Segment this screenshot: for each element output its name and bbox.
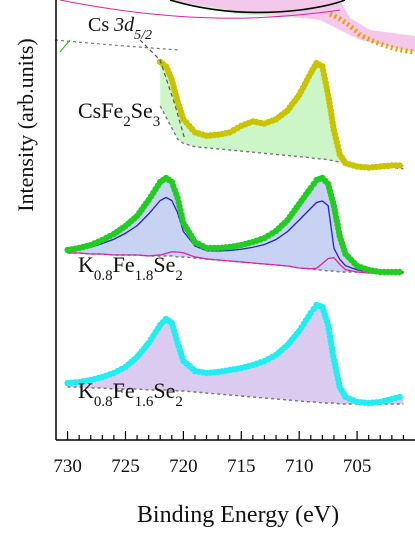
- plot-frame: [55, 0, 415, 441]
- series-1: [64, 174, 404, 276]
- series-label-part: 3: [153, 114, 161, 130]
- x-tick-label: 720: [169, 456, 198, 477]
- series-label-part: K: [78, 378, 94, 403]
- series-0: [64, 301, 404, 407]
- series-label: K0.8Fe1.8Se2: [78, 252, 183, 284]
- component-magenta-curve: [67, 251, 404, 274]
- top-strip-tail-dashed: [139, 39, 186, 141]
- spectra-layer: [64, 58, 404, 407]
- series-label-part: 2: [175, 268, 183, 284]
- series-label-part: 0.8: [94, 394, 113, 410]
- top-spectrum-strip: [54, 0, 415, 141]
- series-label: K0.8Fe1.6Se2: [78, 378, 183, 410]
- series-label-part: Se: [131, 98, 153, 123]
- series-label-part: K: [78, 252, 94, 277]
- data-point: [396, 162, 403, 169]
- top-strip-fit-curve: [169, 0, 346, 14]
- series-label: CsFe2Se3: [78, 98, 160, 130]
- x-tick-label: 725: [111, 456, 140, 477]
- annot-part: Cs: [88, 14, 114, 36]
- series-label-part: Fe: [113, 378, 135, 403]
- series-2: [157, 58, 404, 171]
- cs-3d-annotation: Cs 3d5/2: [88, 14, 152, 43]
- series-label-part: 2: [123, 114, 131, 130]
- data-point: [396, 393, 403, 401]
- series-label-part: Se: [153, 378, 175, 403]
- y-axis-label: Intensity (arb.units): [13, 38, 38, 212]
- series-label-part: 1.6: [135, 394, 154, 410]
- series-background-line: [67, 386, 404, 405]
- series-label-part: Se: [153, 252, 175, 277]
- x-ticks: 730 725 720 715 710 705: [53, 431, 405, 477]
- data-point: [396, 268, 403, 276]
- series-label-part: Fe: [113, 252, 135, 277]
- component-blue-curve: [67, 196, 404, 274]
- top-strip-magenta-curve: [59, 0, 341, 19]
- series-label-part: CsFe: [78, 98, 123, 123]
- annot-part: 5/2: [134, 28, 152, 43]
- top-strip-green-line: [59, 39, 71, 53]
- x-axis-label: Binding Energy (eV): [137, 502, 339, 528]
- x-tick-label: 715: [227, 456, 256, 477]
- series-label-part: 2: [175, 394, 183, 410]
- series-background-line: [159, 105, 404, 170]
- top-strip-background: [54, 39, 181, 51]
- series-label-part: 1.8: [135, 268, 154, 284]
- x-tick-label: 730: [53, 456, 82, 477]
- x-tick-label: 705: [343, 456, 372, 477]
- top-strip-orange-markers: [329, 11, 415, 55]
- series-label-part: 0.8: [94, 268, 113, 284]
- series-fill: [67, 305, 404, 404]
- x-tick-label: 710: [285, 456, 314, 477]
- annot-part: 3d: [113, 14, 135, 36]
